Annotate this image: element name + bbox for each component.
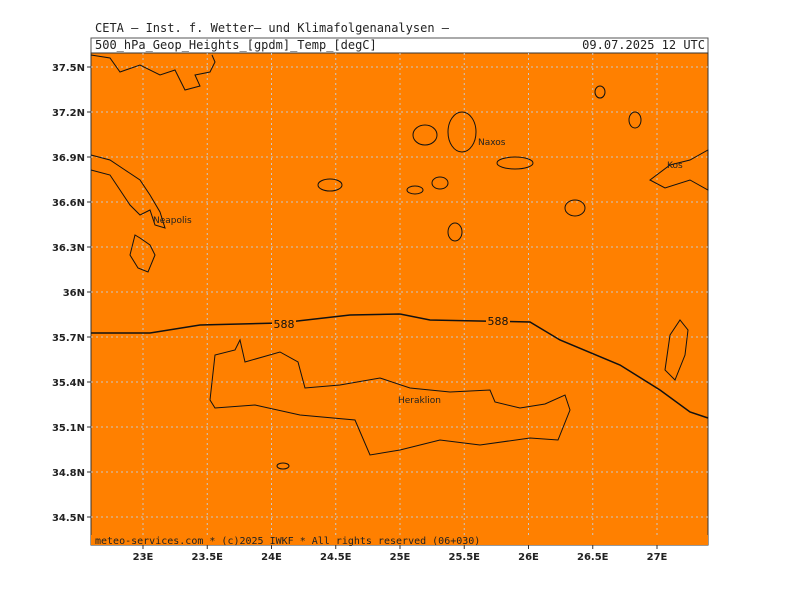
coastlines (90, 54, 709, 470)
contour-line (91, 313, 709, 419)
island (276, 462, 290, 470)
x-tick-label: 23E (133, 552, 154, 563)
island (564, 199, 586, 217)
island (431, 176, 449, 190)
y-tick-label: 36.3N (52, 243, 85, 254)
contour-label-bg (272, 318, 296, 330)
island (447, 111, 477, 153)
contour-label: 588 (274, 318, 295, 331)
map-date: 09.07.2025 12 UTC (582, 38, 705, 52)
x-tick-label: 24.5E (320, 552, 352, 563)
island (628, 111, 642, 129)
x-tick-label: 27E (647, 552, 668, 563)
y-tick-label: 36.9N (52, 153, 85, 164)
kos (649, 149, 709, 191)
coastline (129, 234, 156, 273)
island (594, 85, 606, 99)
island (447, 222, 463, 242)
y-tick-label: 35.7N (52, 333, 85, 344)
y-tick-label: 35.1N (52, 423, 85, 434)
crete (209, 338, 571, 456)
island (412, 124, 438, 146)
coastline (90, 154, 166, 229)
footer: meteo-services.com * (c)2025 IWKF * All … (95, 536, 480, 547)
x-tick-label: 24E (261, 552, 282, 563)
place-label: Kos (667, 161, 683, 171)
place-label: Neapolis (153, 216, 192, 226)
y-tick-label: 36N (63, 288, 85, 299)
x-tick-label: 23.5E (191, 552, 223, 563)
y-tick-label: 37.5N (52, 63, 85, 74)
y-tick-label: 35.4N (52, 378, 85, 389)
x-tick-label: 25.5E (448, 552, 480, 563)
map-title: CETA — Inst. f. Wetter— und Klimafolgena… (95, 21, 450, 35)
map-subtitle: 500_hPa_Geop_Heights_[gpdm]_Temp_[degC] (95, 38, 377, 52)
island (406, 185, 424, 195)
grid (87, 53, 708, 549)
place-label: Heraklion (398, 396, 441, 406)
y-tick-label: 34.5N (52, 513, 85, 524)
y-tick-label: 34.8N (52, 468, 85, 479)
island (317, 178, 343, 192)
island (496, 156, 534, 170)
coastline (90, 54, 216, 91)
contour-label-bg (486, 315, 510, 327)
place-label: Naxos (478, 138, 506, 148)
x-tick-label: 26.5E (577, 552, 609, 563)
y-tick-label: 36.6N (52, 198, 85, 209)
x-tick-label: 26E (518, 552, 539, 563)
island (664, 319, 689, 381)
x-tick-label: 25E (390, 552, 411, 563)
contour-label: 588 (488, 315, 509, 328)
footer-bar (91, 535, 708, 545)
y-tick-label: 37.2N (52, 108, 85, 119)
